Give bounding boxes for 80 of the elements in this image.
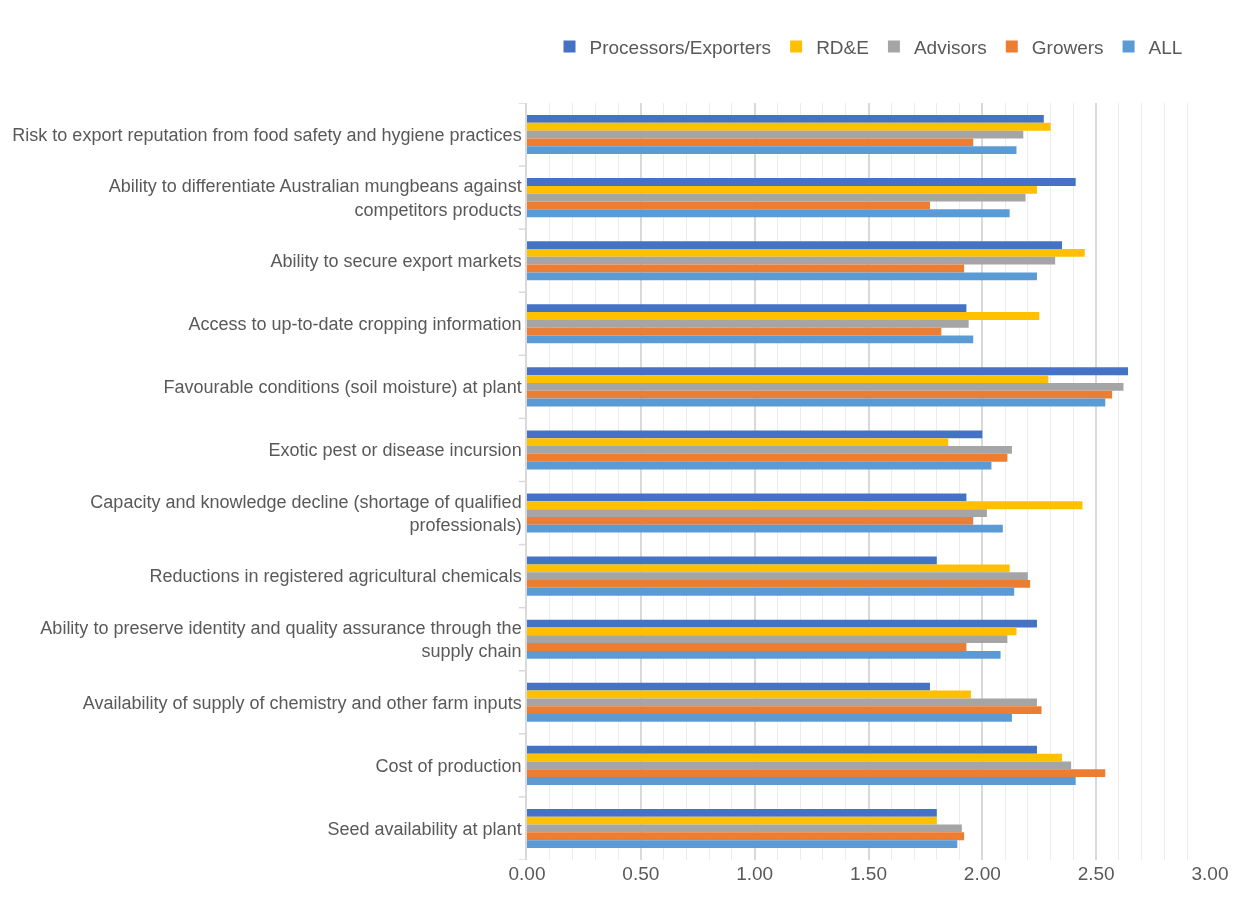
bar (527, 753, 1063, 762)
bar (527, 430, 983, 439)
y-tick-label: Risk to export reputation from food safety and hygiene practices (12, 124, 522, 145)
bar (527, 209, 1010, 218)
bar (527, 201, 930, 210)
bar (527, 816, 937, 825)
bar (527, 650, 1001, 659)
bar (527, 178, 1076, 186)
y-tick-label: Exotic pest or disease incursion (268, 440, 522, 461)
bar (527, 382, 1124, 391)
bar (527, 840, 958, 849)
y-tick-label: Reductions in registered agricultural chemicals (149, 566, 522, 587)
legend-label: Processors/Exporters (589, 36, 772, 58)
bar (527, 319, 969, 328)
bar (527, 580, 1031, 588)
bar (527, 635, 1008, 644)
bar (527, 272, 1037, 281)
bar (527, 706, 1042, 715)
y-tick-label: Cost of production (375, 755, 522, 776)
x-tick-label: 0.50 (622, 863, 660, 884)
x-tick-label: 2.00 (963, 863, 1001, 884)
bar (527, 587, 1015, 596)
bar (527, 312, 1040, 320)
bar (527, 682, 930, 691)
bar (527, 564, 1010, 573)
bar (527, 367, 1129, 376)
y-tick-label: Favourable conditions (soil moisture) at plant (163, 377, 522, 398)
legend-label: ALL (1148, 36, 1183, 58)
y-tick-label: Seed availability at plant (327, 818, 522, 839)
y-tick-label: Capacity and knowledge decline (shortage of qualified professionals) (90, 491, 522, 536)
bar (527, 619, 1037, 628)
bar (527, 146, 1017, 155)
bar (527, 114, 1044, 123)
bar (527, 808, 937, 817)
bar (527, 643, 967, 651)
bar (527, 493, 967, 502)
y-tick-label: Availability of supply of chemistry and other farm inputs (82, 692, 522, 713)
bar (527, 390, 1113, 399)
bar (527, 824, 962, 833)
bar (527, 556, 937, 565)
x-tick-label: 0.00 (508, 863, 546, 884)
bar (527, 461, 992, 470)
bar (527, 193, 1026, 202)
legend-label: RD&E (816, 36, 869, 58)
bar (527, 714, 1012, 722)
bar (527, 122, 1051, 131)
bar (527, 832, 965, 841)
bar (527, 138, 974, 147)
y-tick-label: Ability to secure export markets (270, 251, 522, 272)
bar (527, 501, 1083, 510)
legend-label: Growers (1031, 36, 1104, 58)
bar (527, 524, 1003, 533)
bar (527, 627, 1017, 636)
x-tick-label: 3.00 (1191, 863, 1229, 884)
bar (527, 516, 974, 525)
bar (527, 438, 949, 447)
bar (527, 572, 1028, 581)
bar (527, 769, 1106, 778)
x-tick-label: 2.50 (1077, 863, 1115, 884)
bar (527, 509, 987, 517)
y-tick-label: Ability to differentiate Australian mungbeans against competitors products (108, 176, 522, 220)
bar (527, 745, 1037, 754)
bar (527, 446, 1012, 454)
bar (527, 327, 942, 336)
x-tick-label: 1.50 (850, 863, 887, 884)
bar (527, 698, 1037, 707)
bar (527, 761, 1072, 770)
bar (527, 304, 967, 313)
bar (527, 453, 1008, 462)
x-tick-label: 1.00 (736, 863, 774, 884)
y-tick-label: Ability to preserve identity and quality assurance through the supply chain (40, 617, 522, 662)
y-tick-label: Access to up-to-date cropping information (188, 314, 522, 335)
bar (527, 690, 971, 699)
bar (527, 241, 1063, 249)
bar (527, 777, 1076, 785)
legend-label: Advisors (913, 36, 987, 58)
bar (527, 248, 1085, 257)
bar (527, 185, 1037, 194)
bar (527, 375, 1049, 383)
bar (527, 256, 1056, 265)
